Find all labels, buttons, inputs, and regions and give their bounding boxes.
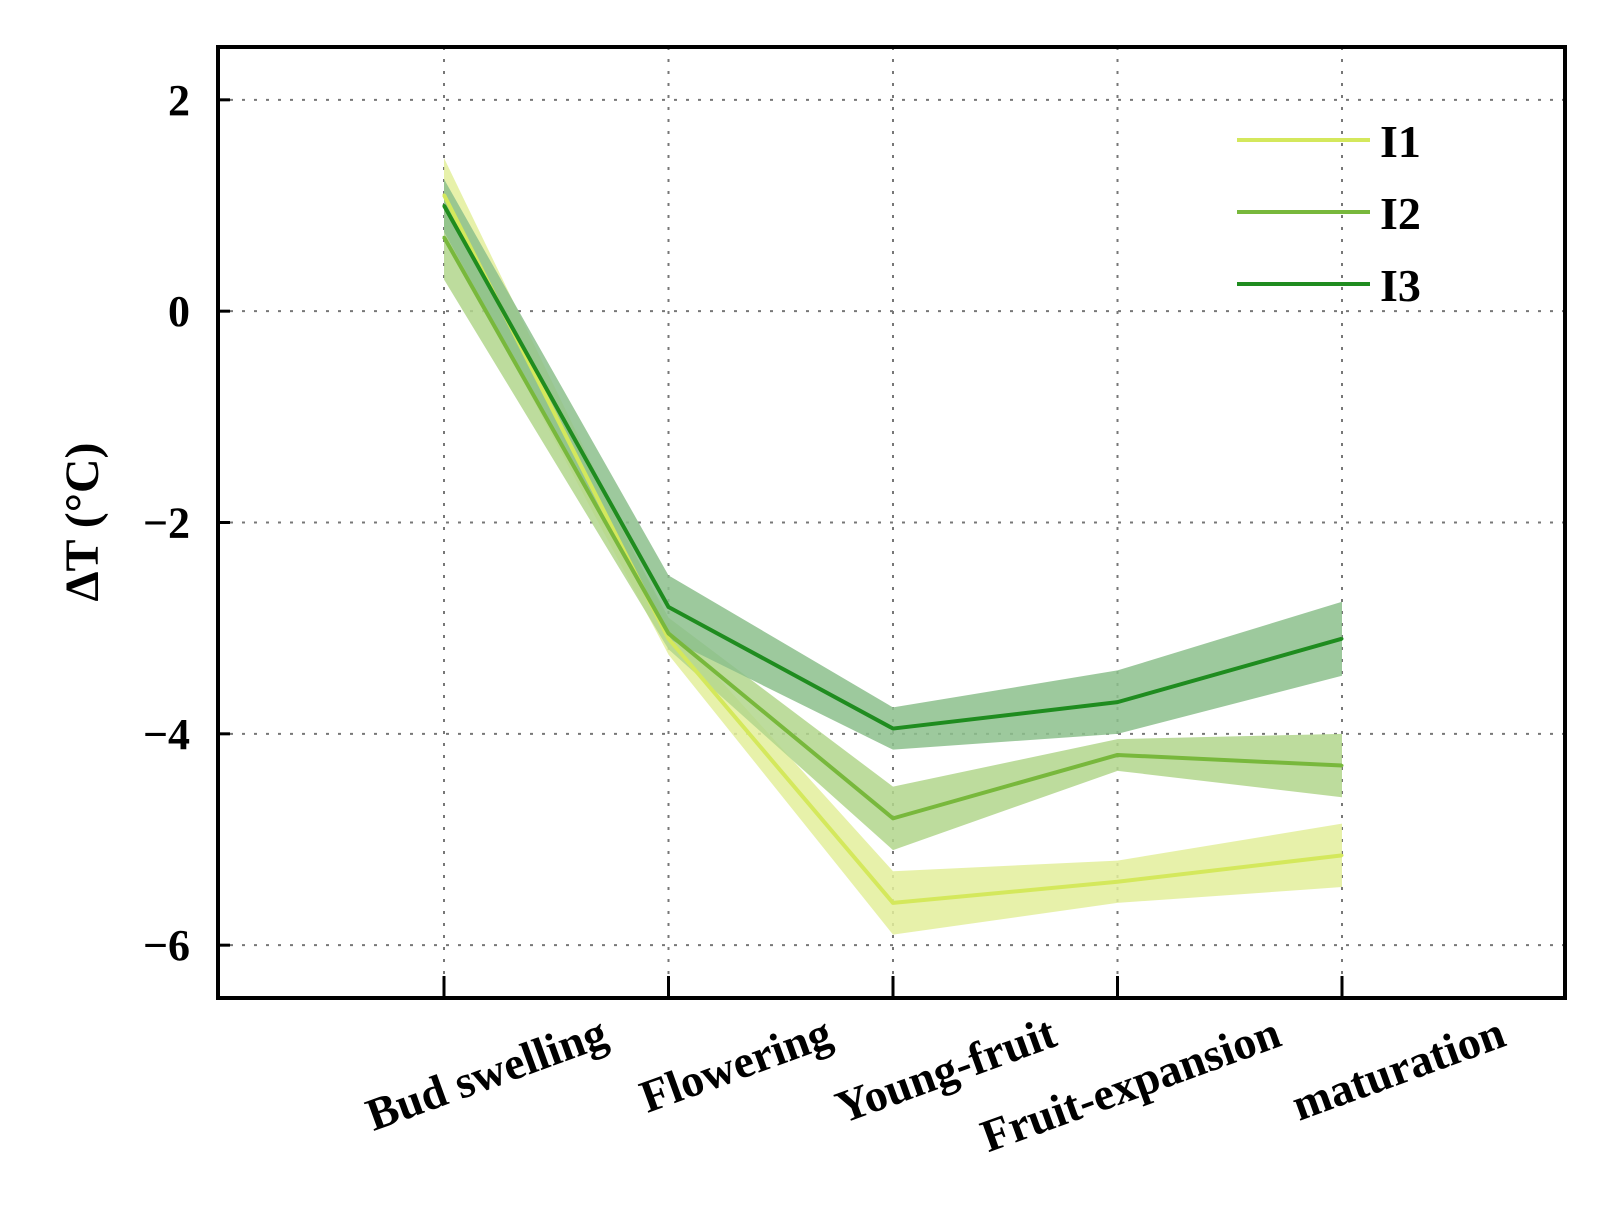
point-i3 [442,204,446,207]
point-i1 [442,193,446,197]
axis-ticks [218,98,1344,998]
grid [218,47,1565,998]
y-tick-label: 2 [168,76,190,125]
point-i3 [667,605,670,609]
legend-label-i3: I3 [1380,260,1421,311]
x-tick-label: maturation [1285,1006,1511,1130]
band-i2 [444,194,1342,851]
point-i3 [1116,700,1119,704]
x-tick-label: Bud swelling [359,1006,613,1140]
y-tick-label: −2 [143,499,190,548]
point-i1 [667,637,670,641]
point-i2 [442,235,446,239]
y-tick-labels: 2 0 −2 −4 −6 [143,76,190,970]
legend-label-i2: I2 [1380,188,1421,239]
point-i3 [891,727,895,731]
x-tick-labels: Bud swelling FloweringYoung-fruitFruit-ex… [359,1006,1511,1162]
legend: I1 I2 I3 [1237,116,1421,311]
y-tick-label: −6 [143,921,190,970]
series-lines [442,193,1344,905]
point-i2 [667,631,670,635]
x-tick-label: Flowering [633,1006,838,1122]
y-tick-label: −4 [143,710,190,759]
y-tick-label: 0 [168,287,190,336]
point-i1 [1116,880,1119,884]
point-i2 [891,816,895,820]
point-i3 [1340,637,1344,641]
y-axis-label: ΔT (°C) [56,442,109,601]
point-i1 [1340,853,1344,857]
point-i2 [1116,753,1119,757]
point-i1 [891,901,895,905]
legend-label-i1: I1 [1380,116,1421,167]
point-i2 [1340,764,1344,768]
